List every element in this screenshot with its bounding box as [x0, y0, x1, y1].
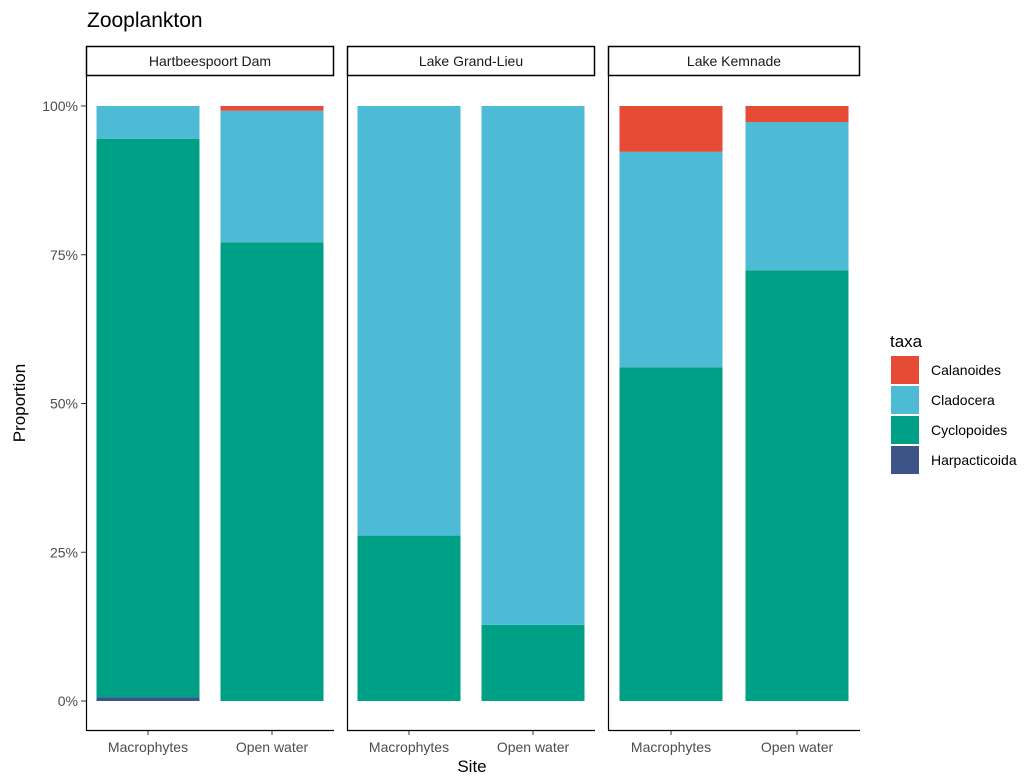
x-tick-label: Macrophytes — [631, 739, 711, 755]
x-tick-label: Open water — [761, 739, 834, 755]
facet-strip — [85, 45, 335, 77]
bar-segment-cladocera — [357, 106, 461, 536]
facet-lake-grand-lieu: Lake Grand-Lieu Macrophytes Open water — [346, 45, 596, 755]
legend-entry-cladocera: Cladocera — [891, 386, 995, 414]
y-axis: 0% 25% 50% 75% 100% — [42, 98, 86, 709]
bar-segment-calanoides — [220, 106, 324, 111]
facet-hartbeespoort-dam: Hartbeespoort Dam Macrophytes Open water — [85, 45, 335, 755]
bar-segment-cyclopoides — [481, 624, 585, 701]
bar-segment-cyclopoides — [357, 535, 461, 701]
bar-lake-grand-lieu-macrophytes — [357, 106, 461, 701]
y-tick-label: 0% — [58, 693, 78, 709]
bar-segment-calanoides — [619, 106, 723, 152]
bar-segment-calanoides — [745, 106, 849, 123]
legend-swatch — [891, 446, 919, 474]
x-tick-label: Macrophytes — [369, 739, 449, 755]
legend-swatch — [891, 416, 919, 444]
facet-strip — [607, 45, 861, 77]
x-axis-title: Site — [457, 757, 486, 776]
bar-segment-cladocera — [481, 106, 585, 625]
bar-lake-grand-lieu-open-water — [481, 106, 585, 701]
bar-segment-cladocera — [220, 110, 324, 243]
legend-label: Calanoides — [931, 362, 1001, 378]
legend-label: Cladocera — [931, 392, 995, 408]
x-tick-label: Macrophytes — [108, 739, 188, 755]
bar-segment-cladocera — [96, 106, 200, 139]
bar-segment-cyclopoides — [96, 138, 200, 698]
bar-lake-kemnade-macrophytes — [619, 106, 723, 701]
legend-entry-calanoides: Calanoides — [891, 356, 1001, 384]
facet-lake-kemnade: Lake Kemnade Macrophytes Open water — [607, 45, 861, 755]
legend-label: Harpacticoida — [931, 452, 1017, 468]
y-tick-label: 75% — [50, 247, 78, 263]
legend-entry-harpacticoida: Harpacticoida — [891, 446, 1017, 474]
y-tick-label: 50% — [50, 396, 78, 412]
legend: taxa Calanoides Cladocera Cyclopoides Harpa… — [890, 332, 1017, 474]
facet-strip-label: Lake Grand-Lieu — [419, 53, 523, 69]
legend-swatch — [891, 386, 919, 414]
y-axis-title: Proportion — [10, 364, 29, 442]
bar-hartbeespoort-dam-open-water — [220, 106, 324, 701]
bar-segment-cyclopoides — [745, 270, 849, 701]
y-tick-label: 100% — [42, 98, 78, 114]
bar-hartbeespoort-dam-macrophytes — [96, 106, 200, 701]
bar-lake-kemnade-open-water — [745, 106, 849, 701]
legend-title: taxa — [890, 332, 923, 351]
bar-segment-cyclopoides — [619, 367, 723, 701]
facet-strip-label: Hartbeespoort Dam — [149, 53, 271, 69]
bar-segment-cladocera — [745, 122, 849, 271]
bar-segment-harpacticoida — [96, 697, 200, 701]
y-tick-label: 25% — [50, 544, 78, 560]
chart-title: Zooplankton — [87, 9, 203, 32]
facet-strip — [346, 45, 596, 77]
x-tick-label: Open water — [497, 739, 570, 755]
bar-segment-cladocera — [619, 151, 723, 368]
legend-swatch — [891, 356, 919, 384]
legend-label: Cyclopoides — [931, 422, 1007, 438]
bar-segment-cyclopoides — [220, 242, 324, 701]
x-tick-label: Open water — [236, 739, 309, 755]
legend-entry-cyclopoides: Cyclopoides — [891, 416, 1007, 444]
facet-strip-label: Lake Kemnade — [687, 53, 781, 69]
